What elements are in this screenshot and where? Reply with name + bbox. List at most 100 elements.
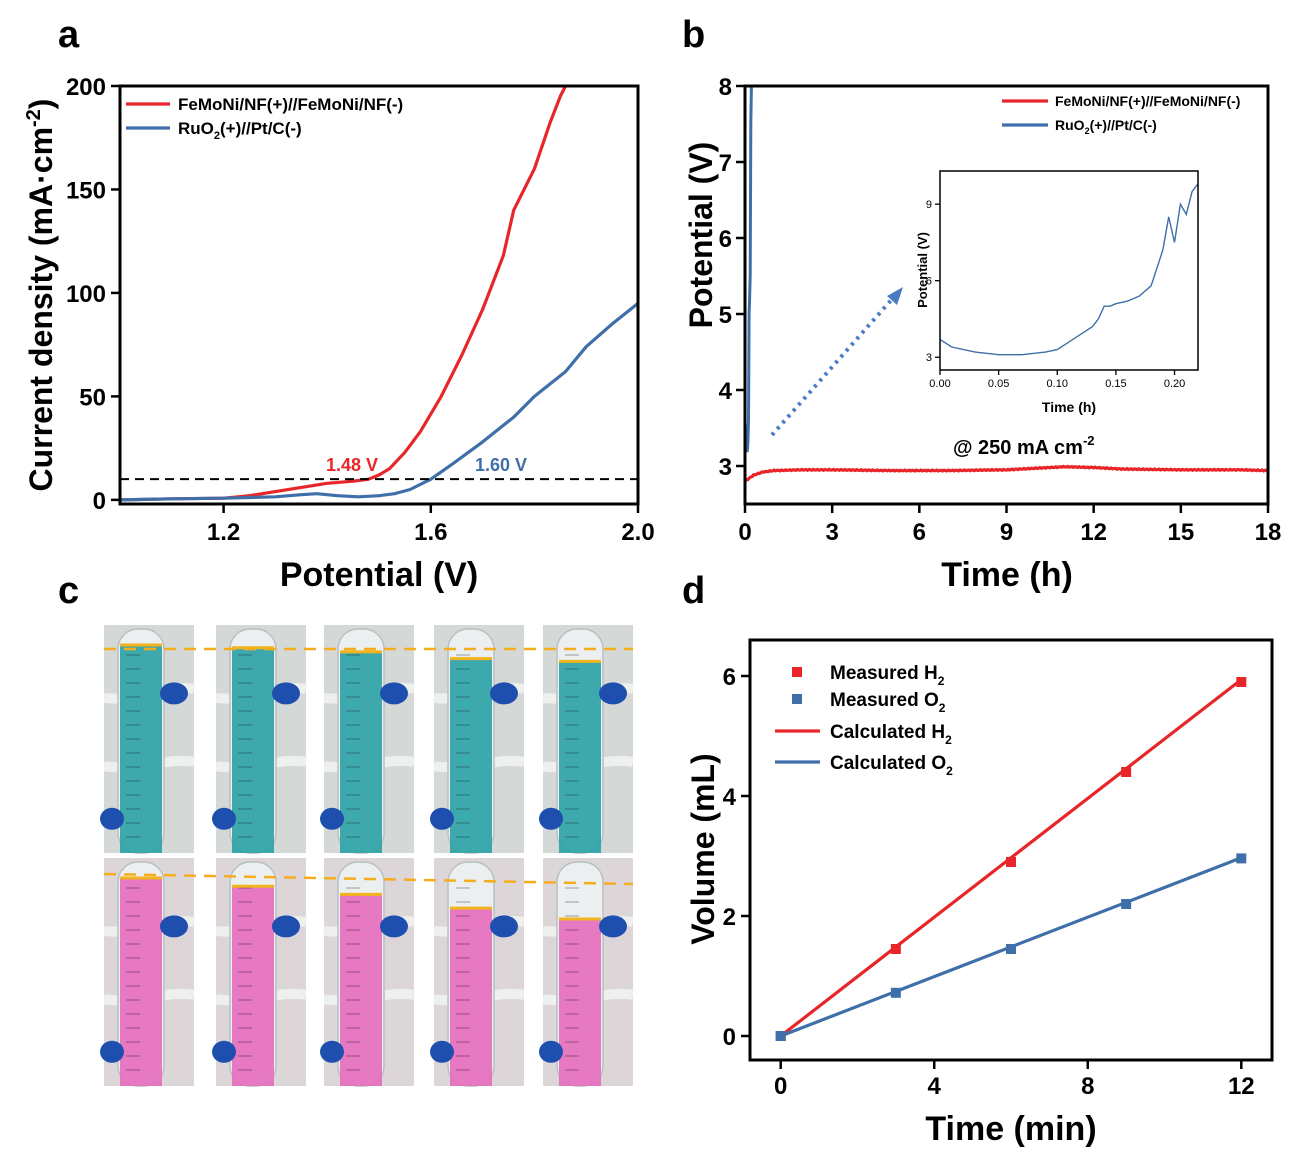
chart-a-ytick-label: 50 (79, 384, 106, 411)
chart-b-inset: 0.00 0.05 0.10 0.15 0.20 3 6 9 Time (h) Potenti… (915, 170, 1199, 415)
chart-d-marker-2-5 (1236, 853, 1247, 864)
chart-d-ytick-label: 2 (723, 904, 736, 931)
photo-blue-tube-5 (539, 625, 634, 854)
chart-d-marker-1-4 (1121, 767, 1132, 777)
chart-b-xtick-label: 3 (825, 519, 838, 546)
chart-a-legend: FeMoNi/NF(+)//FeMoNi/NF(-) RuO2(+)//Pt/C(… (126, 95, 403, 142)
chart-b-ytick-label: 3 (719, 454, 732, 481)
chart-b-legend: FeMoNi/NF(+)//FeMoNi/NF(-) RuO2(+)//Pt/C(… (1002, 93, 1240, 136)
chart-d-marker-2-3 (1006, 944, 1016, 954)
chart-b-inset-xtick-label: 0.15 (1105, 378, 1126, 390)
clamp (212, 1040, 236, 1063)
clamp (320, 1040, 344, 1063)
chart-b-inset-series-line (939, 183, 1199, 356)
clamp (539, 807, 563, 830)
photo-pink-tube-2 (212, 858, 307, 1087)
panel-label-c: c (58, 570, 79, 612)
clamp (160, 682, 188, 705)
chart-b-xtick-label: 12 (1080, 519, 1107, 546)
chart-d-frame (748, 638, 1274, 1062)
chart-a-ytick-label: 0 (93, 488, 106, 515)
solution-liquid (232, 647, 274, 853)
chart-d-xtick-label: 12 (1228, 1073, 1255, 1100)
chart-d-legend-label-4: Calculated O2 (830, 753, 953, 778)
chart-a-series-line-2 (119, 302, 639, 502)
chart-b-inset-ytick-label: 6 (926, 276, 932, 288)
chart-a-annotation-1: 1.48 V (326, 455, 378, 475)
chart-d-ytick-label: 4 (723, 784, 737, 811)
chart-d-marker-2-2 (890, 987, 901, 998)
clamp (160, 915, 188, 938)
chart-b-inset-xtick-label: 0.20 (1164, 378, 1185, 390)
photo-blue-tube-3 (320, 625, 415, 854)
chart-b-ylabel: Potential (V) (683, 142, 719, 329)
solution-liquid (232, 886, 274, 1086)
clamp (430, 807, 454, 830)
chart-a-series-line-1 (119, 85, 567, 502)
chart-d-legend-label-1: Measured H2 (830, 663, 945, 688)
solution-liquid (340, 894, 382, 1086)
chart-d-marker-1-2 (890, 944, 901, 954)
clamp (430, 1040, 454, 1063)
photo-blue-tube-1 (100, 625, 195, 854)
chart-a-ytick-label: 100 (66, 281, 106, 308)
chart-a-ylabel: Current density (mA·cm-2) (23, 99, 59, 492)
chart-a-xtick-label: 1.6 (414, 519, 447, 546)
chart-a-ytick-label: 200 (66, 74, 106, 101)
chart-b-xtick-label: 9 (1000, 519, 1013, 546)
chart-b-xtick-label: 18 (1255, 519, 1282, 546)
clamp (490, 682, 518, 705)
chart-d-legend-swatch-1 (792, 667, 802, 677)
chart-b-series-line-1 (743, 464, 1269, 483)
photo-pink-tube-1 (100, 858, 195, 1087)
chart-a-xtick-label: 1.2 (207, 519, 240, 546)
clamp (490, 915, 518, 938)
chart-d-marker-1-5 (1236, 677, 1247, 687)
chart-b-inset-ytick-label: 9 (926, 199, 932, 211)
inset-pointer-arrow (770, 296, 895, 437)
photo-pink-tube-3 (320, 858, 415, 1087)
chart-b-ytick-label: 8 (719, 74, 732, 101)
chart-b-ytick-label: 6 (719, 226, 732, 253)
chart-b-inset-frame (939, 170, 1199, 371)
chart-b-inset-xlabel: Time (h) (1042, 399, 1096, 415)
photo-blue-tube-2 (212, 625, 307, 854)
chart-d-ytick-label: 6 (723, 664, 736, 691)
chart-a-frame (118, 84, 640, 506)
chart-d-marker-2-1 (775, 1031, 786, 1041)
chart-b-inset-ylabel: Potential (V) (915, 232, 930, 308)
solution-liquid (120, 645, 162, 853)
chart-b-xlabel: Time (h) (941, 556, 1073, 594)
clamp (380, 682, 408, 705)
chart-b-ytick-label: 4 (719, 378, 733, 405)
photo-pink-tube-4 (430, 858, 525, 1087)
chart-a-xtick-label: 2.0 (621, 519, 654, 546)
chart-d-marker-2-4 (1121, 899, 1132, 909)
clamp (599, 682, 627, 705)
chart-b-ytick-label: 5 (719, 302, 732, 329)
photo-panel-c (100, 625, 634, 1087)
clamp (100, 1040, 124, 1063)
chart-a-xlabel: Potential (V) (280, 556, 478, 594)
clamp (539, 1040, 563, 1063)
chart-a-legend-label-2: RuO2(+)//Pt/C(-) (178, 119, 302, 142)
chart-b: 0 3 6 9 12 15 18 3 4 5 6 7 8 FeMoNi/NF(+)//FeMoNi/NF… (683, 74, 1281, 594)
clamp (100, 807, 124, 830)
chart-b-xtick-label: 15 (1167, 519, 1194, 546)
inset-pointer-arrowhead (887, 287, 903, 305)
chart-a-legend-label-1: FeMoNi/NF(+)//FeMoNi/NF(-) (178, 95, 403, 114)
chart-d-xtick-label: 4 (928, 1073, 942, 1100)
solution-liquid (340, 651, 382, 853)
clamp (320, 807, 344, 830)
chart-b-annotation: @ 250 mA cm-2 (953, 433, 1095, 459)
clamp (272, 915, 300, 938)
solution-liquid (559, 661, 601, 853)
solution-liquid (120, 878, 162, 1086)
chart-b-inset-xtick-label: 0.00 (929, 378, 950, 390)
solution-liquid (450, 658, 492, 853)
chart-a-ytick-label: 150 (66, 177, 106, 204)
chart-b-xtick-label: 6 (913, 519, 926, 546)
solution-liquid (559, 919, 601, 1086)
